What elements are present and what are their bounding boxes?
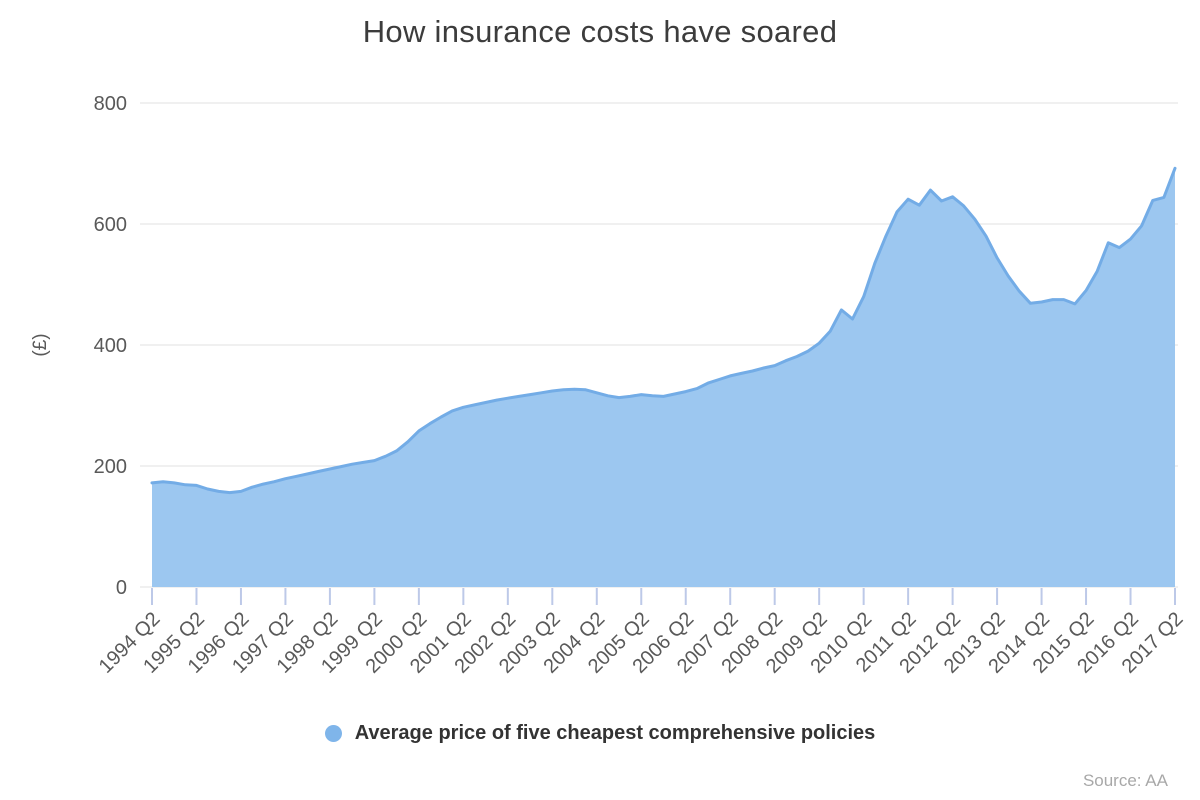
line-series: [150, 166, 1177, 495]
legend-label: Average price of five cheapest comprehen…: [354, 722, 876, 744]
y-tick-label: 800: [94, 93, 127, 115]
area-series: [152, 168, 1175, 588]
y-axis-title: (£): [30, 333, 51, 356]
y-tick-label: 400: [94, 335, 127, 357]
source-text: Source: AA: [1082, 771, 1168, 790]
chart-title: How insurance costs have soared: [362, 14, 838, 49]
y-tick-label: 200: [94, 456, 127, 478]
legend: Average price of five cheapest comprehen…: [0, 722, 1200, 745]
legend-marker-icon: [324, 725, 342, 742]
y-tick-label: 0: [116, 577, 127, 599]
y-tick-label: 600: [94, 214, 127, 236]
